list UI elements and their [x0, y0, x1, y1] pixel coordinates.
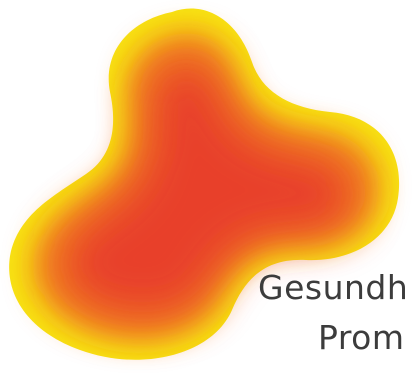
brand-text-line-1: Gesundh	[258, 268, 409, 307]
blob-inner	[59, 57, 356, 319]
brand-text-line-2: Prom	[318, 318, 405, 357]
